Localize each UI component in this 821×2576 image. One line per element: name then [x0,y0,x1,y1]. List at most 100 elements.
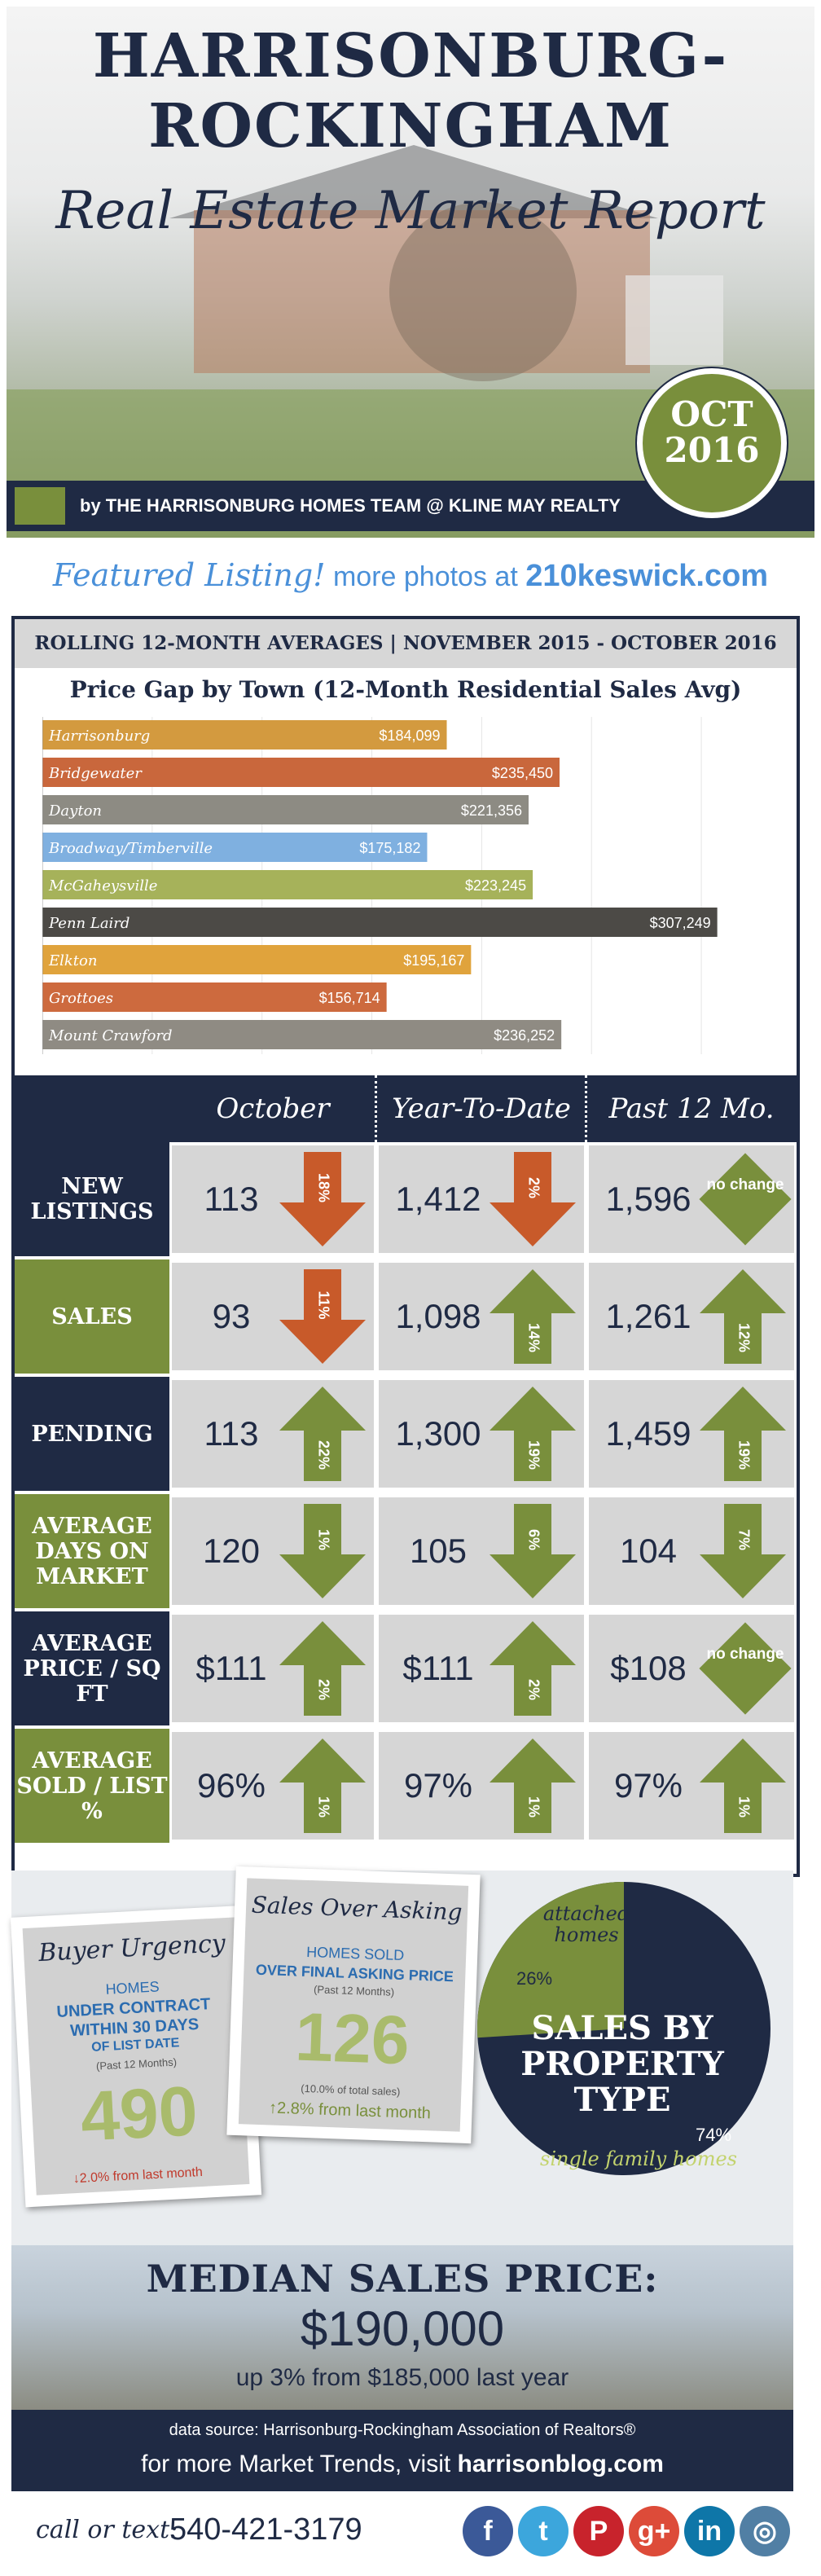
stat-change: 12% [735,1323,752,1352]
bar-category-label: Penn Laird [48,915,130,932]
single-label: single family homes [540,2147,737,2170]
stat-change: 1% [525,1796,542,1818]
property-title-3: TYPE [573,2081,671,2119]
facebook-icon[interactable]: f [463,2506,513,2556]
bar-value-label: $223,245 [465,877,526,894]
featured-listing[interactable]: Featured Listing! more photos at 210kesw… [0,546,821,604]
linkedin-icon[interactable]: in [684,2506,735,2556]
phone-number[interactable]: 540-421-3179 [169,2512,362,2547]
column-header: Year-To-Date [376,1075,586,1142]
stat-change: no change [706,1646,784,1663]
stat-cell: 113 22% [172,1380,374,1488]
stats-panel: ROLLING 12-MONTH AVERAGES | NOVEMBER 201… [11,616,800,1877]
arrow-up-icon: 1% [279,1739,366,1833]
arrow-up-icon: 22% [279,1387,366,1481]
report-subtitle: Real Estate Market Report [55,181,766,241]
bar-harrisonburg [42,720,447,750]
no-change-diamond-icon [699,1153,792,1246]
column-header: Past 12 Mo. [586,1075,797,1142]
harrisonblog-link[interactable]: harrisonblog.com [457,2451,664,2477]
featured-text: more photos at [332,561,518,592]
table-row: AVERAGE SOLD / LIST % 96% 1% 97% 1% 97% 1% [15,1729,797,1843]
table-row: AVERAGE DAYS ON MARKET 120 1% 105 6% 104 7% [15,1494,797,1608]
badge-year: 2016 [664,430,760,470]
arrow-up-icon: 1% [490,1739,576,1833]
pinterest-icon[interactable]: P [573,2506,624,2556]
bar-category-label: Mount Crawford [48,1027,173,1044]
arrow-down-icon: 1% [279,1504,366,1598]
buyer-urgency-card: Buyer Urgency HOMES UNDER CONTRACT WITHI… [10,1905,262,2208]
arrow-down-icon: 18% [279,1152,366,1246]
featured-url-link[interactable]: 210keswick.com [525,559,769,593]
property-title-1: SALES BY [531,2009,713,2047]
median-sub: up 3% from $185,000 last year [235,2364,569,2391]
bottom-section: Buyer Urgency HOMES UNDER CONTRACT WITHI… [10,1866,793,2245]
stat-change: 19% [735,1440,752,1470]
stat-cell: $108 no change [589,1615,794,1722]
stat-cell: 120 1% [172,1497,374,1605]
stat-change: 2% [525,1679,542,1700]
title-line-2: ROCKINGHAM [148,91,673,161]
featured-script: Featured Listing! [52,557,326,593]
column-header: October [169,1075,376,1142]
stat-cell: 113 18% [172,1145,374,1253]
stat-value: 104 [619,1532,678,1570]
stat-change: 11% [315,1290,331,1319]
bar-category-label: McGaheysville [48,877,157,895]
chart-title: Price Gap by Town (12-Month Residential … [69,676,742,703]
stat-value: 97% [613,1766,683,1805]
bar-grottoes [42,982,387,1012]
bar-category-label: Harrisonburg [48,728,150,745]
price-gap-chart: Harrisonburg $184,099 Bridgewater $235,450 D… [42,717,718,1054]
stat-cell: $111 2% [172,1615,374,1722]
bar-value-label: $195,167 [403,952,464,969]
bar-category-label: Grottoes [49,990,113,1007]
bar-category-label: Bridgewater [48,765,143,782]
arrow-up-icon: 14% [490,1269,576,1364]
stat-cell: $111 2% [379,1615,584,1722]
stat-value: 1,596 [605,1180,691,1218]
team-logo [15,487,65,525]
asking-number: 126 [293,1998,411,2079]
stat-change: 1% [735,1796,752,1818]
pie-attached-slice [477,1882,624,2038]
stat-change: 18% [315,1173,331,1202]
garage-photo [626,275,723,365]
stat-cell: 1,596 no change [589,1145,794,1253]
stat-value: $108 [610,1649,687,1687]
stat-value: 113 [204,1414,259,1453]
arrow-up-icon: 12% [700,1269,786,1364]
stat-cell: 96% 1% [172,1732,374,1840]
arrow-up-icon: 2% [279,1621,366,1716]
bar-penn-laird [42,908,718,937]
googleplus-icon[interactable]: g+ [629,2506,679,2556]
median-price-banner: MEDIAN SALES PRICE: $190,000 up 3% from … [11,2245,793,2410]
stat-change: 7% [735,1529,752,1550]
stat-value: $111 [402,1649,474,1687]
table-row: SALES 93 11% 1,098 14% 1,261 12% [15,1259,797,1374]
property-type-pie [477,1882,771,2175]
bar-value-label: $184,099 [379,728,440,744]
arrow-up-icon: 19% [700,1387,786,1481]
stat-change: 6% [525,1529,542,1550]
row-label: PENDING [15,1377,169,1491]
table-row: AVERAGE PRICE / SQ FT $111 2% $111 2% $108 no … [15,1611,797,1725]
instagram-icon[interactable]: ◎ [740,2506,790,2556]
tree-photo [389,202,577,381]
stat-cell: 97% 1% [589,1732,794,1840]
stat-change: no change [706,1176,784,1193]
market-trends-text: for more Market Trends, visit [141,2451,451,2477]
stat-cell: 1,098 14% [379,1263,584,1370]
row-label: SALES [15,1259,169,1374]
median-heading: MEDIAN SALES PRICE: [146,2257,659,2301]
title-line-1: HARRISONBURG- [92,21,729,91]
attached-label: attached homes [542,1902,630,1946]
twitter-icon[interactable]: t [518,2506,569,2556]
no-change-diamond-icon [699,1622,792,1715]
row-label: AVERAGE SOLD / LIST % [15,1729,169,1843]
source-bar: data source: Harrisonburg-Rockingham Ass… [11,2410,793,2491]
stat-value: 1,459 [605,1414,691,1453]
stat-value: 105 [409,1532,468,1570]
stat-change: 2% [315,1679,331,1700]
stat-value: 93 [212,1297,251,1335]
